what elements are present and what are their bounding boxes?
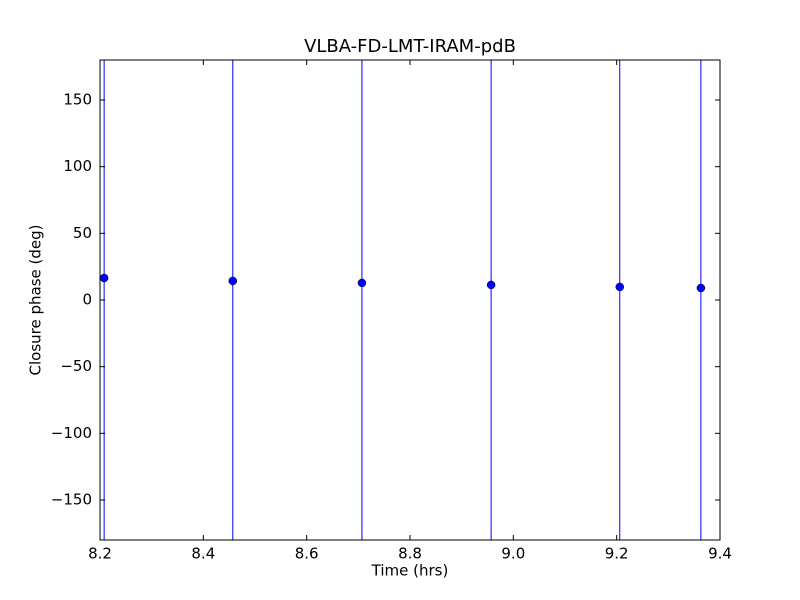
- y-tick-label: 0: [82, 291, 92, 309]
- x-tick-label: 8.4: [191, 545, 215, 563]
- x-tick-label: 8.8: [398, 545, 422, 563]
- data-point: [615, 282, 625, 292]
- y-tick-label: −100: [51, 424, 92, 442]
- x-tick-label: 8.6: [295, 545, 319, 563]
- data-point: [357, 278, 367, 288]
- x-tick-label: 8.2: [88, 545, 112, 563]
- data-point: [696, 283, 706, 293]
- plot-frame: [99, 59, 721, 541]
- plot-area: [100, 60, 706, 540]
- x-tick-label: 9.2: [605, 545, 629, 563]
- y-tick-label: 100: [63, 157, 92, 175]
- y-tick-label: 150: [63, 91, 92, 109]
- x-tick-label: 9.0: [501, 545, 525, 563]
- y-tick-label: 50: [73, 224, 92, 242]
- y-axis-label: Closure phase (deg): [27, 225, 45, 376]
- chart-title: VLBA-FD-LMT-IRAM-pdB: [304, 36, 516, 57]
- y-tick-label: −50: [60, 357, 92, 375]
- x-axis-label: Time (hrs): [371, 562, 449, 580]
- x-tick-label: 9.4: [708, 545, 732, 563]
- y-tick-label: −150: [51, 491, 92, 509]
- data-point: [100, 273, 109, 283]
- data-point: [228, 276, 238, 286]
- data-point: [486, 280, 496, 290]
